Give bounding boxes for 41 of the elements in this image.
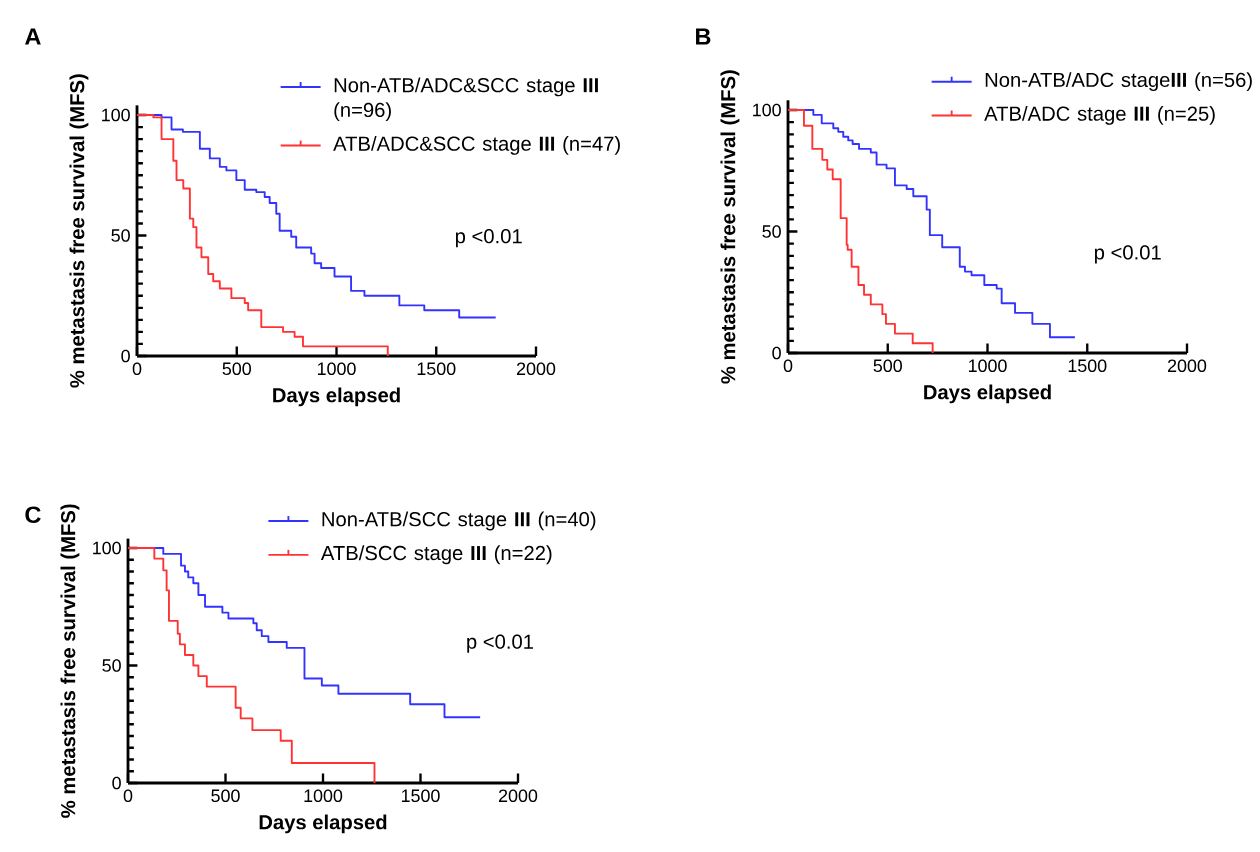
chart-title: C xyxy=(25,506,41,524)
y-axis-title: % metastasis free survival (MFS) xyxy=(69,74,89,388)
x-axis-title: Days elapsed xyxy=(273,387,400,407)
x-axis-title: Days elapsed xyxy=(924,384,1051,404)
x-tick-label: 0 xyxy=(783,359,793,373)
x-tick-label: 500 xyxy=(211,789,240,803)
x-tick-label: 500 xyxy=(222,362,251,376)
legend-label: Non-ATB/SCC stage III (n=40) xyxy=(322,511,596,531)
x-tick-label: 2000 xyxy=(1167,359,1207,373)
x-tick-label: 1500 xyxy=(401,789,440,803)
x-tick-label: 1500 xyxy=(417,362,456,376)
x-tick-label: 2000 xyxy=(517,362,556,376)
y-tick-label: 50 xyxy=(111,229,130,242)
legend-label: ATB/SCC stage III (n=22) xyxy=(320,545,552,565)
legend-label: Non-ATB/ADC stageIII (n=56) xyxy=(985,72,1252,92)
chart-title: A xyxy=(25,28,41,45)
x-tick-label: 0 xyxy=(132,362,142,376)
y-tick-label: 100 xyxy=(102,108,130,122)
annotation: p <0.01 xyxy=(1094,245,1161,264)
chart-title: B xyxy=(696,28,711,45)
x-tick-label: 1000 xyxy=(317,362,356,376)
y-tick-label: 0 xyxy=(772,346,781,360)
y-tick-label: 50 xyxy=(762,225,781,238)
annotation: p <0.01 xyxy=(455,229,522,248)
y-tick-label: 100 xyxy=(93,541,121,555)
x-tick-label: 1000 xyxy=(304,789,343,803)
y-tick-label: 0 xyxy=(112,776,121,790)
x-tick-label: 1000 xyxy=(968,359,1007,373)
y-tick-label: 50 xyxy=(102,659,121,672)
y-tick-label: 0 xyxy=(121,349,130,363)
annotation: p <0.01 xyxy=(467,634,533,653)
y-tick-label: 100 xyxy=(753,103,781,117)
legend-label: ATB/ADC&SCC stage III (n=47) xyxy=(333,136,620,155)
y-axis-title: % metastasis free survival (MFS) xyxy=(60,504,80,818)
y-axis-title: % metastasis free survival (MFS) xyxy=(720,70,740,384)
x-tick-label: 500 xyxy=(873,359,902,373)
legend-label: ATB/ADC stage III (n=25) xyxy=(984,105,1215,125)
x-axis-title: Days elapsed xyxy=(259,814,387,834)
x-tick-label: 2000 xyxy=(498,789,538,803)
x-tick-label: 1500 xyxy=(1068,359,1107,373)
text: Non-ATB/ADC&SCC stage III (n=96) xyxy=(334,77,598,122)
